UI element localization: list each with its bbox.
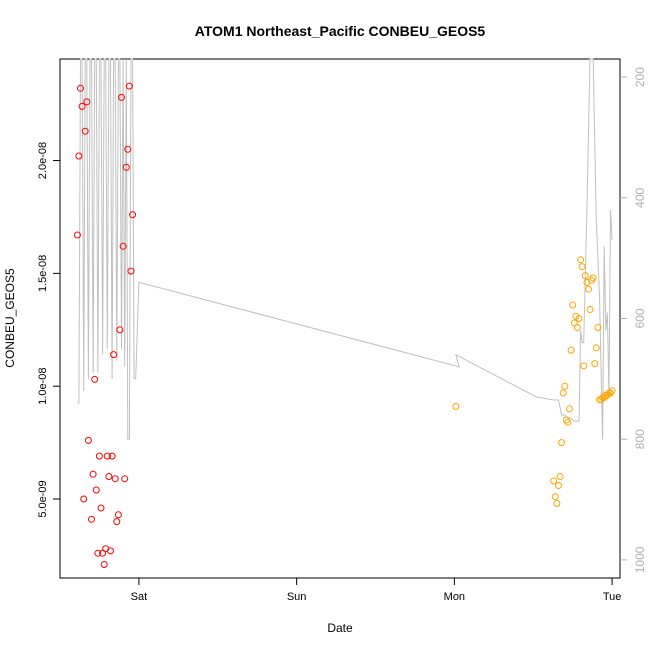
plot-frame	[59, 58, 621, 579]
data-point	[83, 98, 91, 106]
data-point	[119, 242, 127, 250]
data-point	[77, 84, 84, 92]
y-tick-label-2: 1.5e-08	[37, 255, 49, 292]
pressure-line-group	[77, 58, 613, 440]
data-point	[81, 127, 89, 135]
data-point	[556, 473, 564, 480]
data-point	[94, 549, 102, 557]
data-point	[121, 475, 129, 483]
y-tick-label-1: 1.0e-08	[37, 368, 49, 405]
data-point	[116, 326, 124, 334]
data-point	[73, 231, 81, 239]
data-point	[114, 511, 122, 519]
data-point	[558, 439, 566, 447]
data-point	[553, 500, 561, 507]
data-point	[594, 324, 602, 331]
data-point	[91, 375, 99, 383]
pressure-line	[77, 58, 613, 440]
y2-tick-label-1: 400	[633, 187, 647, 207]
data-point	[567, 346, 575, 354]
data-point	[78, 102, 86, 110]
data-point	[107, 547, 114, 555]
y2-tick-label-2: 600	[633, 308, 647, 328]
data-point	[105, 473, 113, 480]
data-point	[559, 389, 567, 397]
x-axis: Sat Sun Mon Tue	[131, 578, 622, 603]
data-point	[550, 477, 558, 485]
data-point	[84, 436, 92, 444]
data-point	[551, 493, 559, 501]
data-point	[585, 285, 592, 293]
data-point	[80, 495, 88, 503]
data-point	[592, 344, 600, 352]
data-point	[591, 360, 599, 368]
y-tick-label-0: 5.0e-09	[37, 480, 49, 517]
y2-tick-label-4: 1000	[633, 546, 647, 573]
data-point	[561, 382, 569, 390]
y2-axis: 200 400 600 800 1000	[620, 67, 647, 573]
data-point	[75, 152, 83, 160]
points-group	[73, 82, 616, 568]
data-point	[452, 403, 460, 410]
data-point	[578, 263, 586, 271]
data-point	[97, 504, 105, 512]
x-tick-label-3: Tue	[603, 591, 622, 603]
data-point	[555, 482, 562, 489]
y-axis: 5.0e-09 1.0e-08 1.5e-08 2.0e-08	[37, 142, 60, 518]
data-point	[573, 324, 581, 331]
data-point	[110, 351, 118, 359]
data-point	[588, 276, 596, 284]
x-axis-label: Date	[327, 621, 353, 635]
data-point	[88, 515, 95, 523]
data-point	[111, 475, 119, 483]
data-point	[589, 274, 597, 282]
data-point	[608, 387, 616, 395]
y-tick-label-3: 2.0e-08	[37, 142, 49, 179]
y2-tick-label-0: 200	[633, 67, 647, 87]
data-point	[122, 163, 130, 171]
data-point	[118, 93, 125, 101]
data-point	[108, 452, 116, 460]
data-point	[95, 452, 103, 460]
data-point	[564, 418, 572, 426]
data-point	[586, 306, 594, 313]
y2-tick-label-3: 800	[633, 429, 647, 449]
data-point	[100, 561, 108, 568]
chart-title: ATOM1 Northeast_Pacific CONBEU_GEOS5	[195, 23, 486, 39]
data-point	[129, 211, 137, 219]
data-point	[575, 315, 583, 322]
x-tick-label-1: Sun	[287, 591, 307, 603]
x-tick-label-0: Sat	[131, 591, 148, 603]
data-point	[569, 301, 577, 309]
data-point	[113, 518, 121, 526]
data-point	[577, 256, 585, 264]
data-point	[103, 452, 111, 460]
data-point	[92, 486, 100, 494]
data-point	[580, 362, 588, 370]
y-axis-label: CONBEU_GEOS5	[3, 268, 17, 368]
data-point	[566, 405, 573, 413]
data-point	[89, 470, 97, 478]
data-point	[127, 267, 135, 275]
x-tick-label-2: Mon	[444, 591, 465, 603]
data-point	[124, 145, 132, 153]
data-point	[125, 82, 133, 90]
data-point	[581, 272, 589, 280]
